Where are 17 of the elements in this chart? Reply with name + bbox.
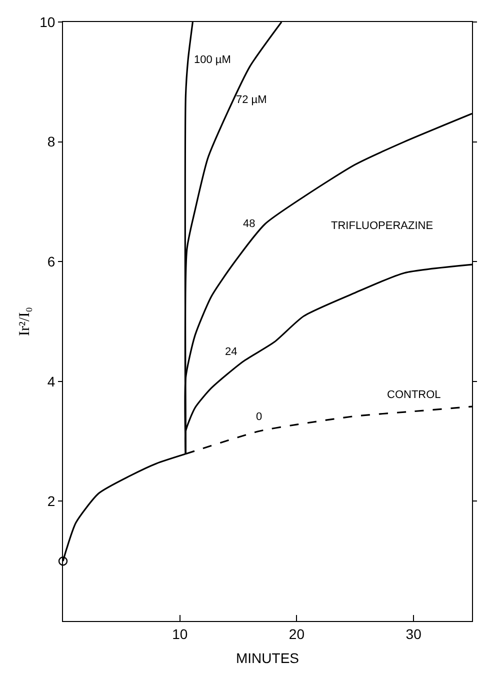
x-axis-title: MINUTES <box>236 650 299 666</box>
y-tick-label: 2 <box>47 493 56 510</box>
y-axis-title: Ir²/I₀ <box>16 307 33 336</box>
annotation: 100 µM <box>194 54 231 66</box>
y-tick-label: 8 <box>47 134 56 150</box>
annotation: CONTROL <box>387 389 441 401</box>
y-tick-label: 4 <box>47 373 56 390</box>
x-tick-label: 10 <box>172 626 188 642</box>
annotation: 48 <box>243 218 256 230</box>
x-tick-label: 20 <box>288 626 305 642</box>
y-tick-label: 10 <box>40 14 56 30</box>
annotation: 24 <box>225 346 238 358</box>
annotation: 0 <box>256 411 262 423</box>
annotation: 72 µM <box>236 94 267 106</box>
annotation: TRIFLUOPERAZINE <box>331 220 434 232</box>
x-tick-label: 30 <box>406 626 422 642</box>
y-tick-label: 6 <box>47 254 56 270</box>
